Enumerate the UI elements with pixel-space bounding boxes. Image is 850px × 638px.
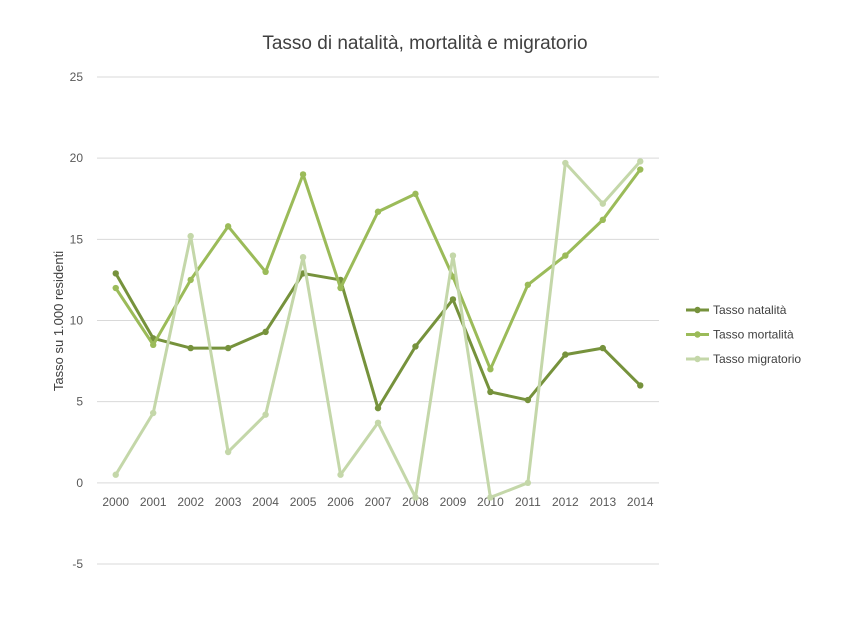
data-point	[562, 351, 569, 358]
data-point	[449, 296, 457, 303]
gridlines	[97, 76, 659, 565]
x-tick-label: 2014	[627, 495, 654, 509]
x-tick-label: 2002	[177, 495, 204, 509]
legend-item: Tasso natalità	[686, 303, 787, 317]
x-tick-label: 2004	[252, 495, 279, 509]
data-point	[187, 344, 194, 352]
data-point	[299, 253, 307, 261]
legend: Tasso natalità Tasso mortalità Tasso migra…	[686, 303, 801, 366]
data-point	[150, 341, 157, 349]
x-tick-label: 2003	[215, 495, 242, 509]
data-point	[637, 158, 644, 165]
series-line	[114, 271, 642, 410]
data-point	[524, 479, 532, 487]
x-tick-label: 2013	[589, 495, 616, 509]
y-tick-label: 10	[70, 314, 84, 328]
series-2	[112, 166, 644, 373]
x-tick-label: 2000	[102, 495, 129, 509]
data-point	[337, 284, 344, 292]
legend-label: Tasso mortalità	[713, 328, 794, 342]
data-point	[524, 281, 532, 288]
legend-marker	[694, 331, 701, 338]
data-point	[262, 268, 269, 275]
x-tick-label: 2012	[552, 495, 579, 509]
y-tick-label: 25	[70, 70, 84, 84]
data-point	[599, 200, 606, 207]
series-1	[112, 270, 644, 412]
data-point	[412, 494, 419, 501]
data-point	[599, 344, 606, 352]
legend-label: Tasso natalità	[713, 303, 787, 317]
x-axis-ticks: 2000 2001 2002 2003 2004 2005 2006 2007 2008 2009…	[102, 495, 654, 509]
x-tick-label: 2006	[327, 495, 354, 509]
data-point	[524, 396, 532, 404]
y-tick-label: 5	[76, 395, 83, 409]
data-point	[374, 404, 382, 412]
legend-marker	[694, 306, 701, 314]
x-tick-label: 2005	[290, 495, 317, 509]
x-tick-label: 2009	[440, 495, 467, 509]
data-point	[374, 208, 382, 215]
data-point	[187, 232, 194, 240]
data-point	[562, 252, 569, 259]
data-point	[187, 276, 194, 284]
data-point	[262, 328, 269, 336]
data-point	[224, 223, 232, 230]
data-point	[112, 270, 119, 277]
y-axis-label: Tasso su 1.000 residenti	[51, 251, 66, 391]
x-tick-label: 2008	[402, 495, 429, 509]
data-point	[562, 159, 569, 167]
x-tick-label: 2011	[515, 495, 541, 509]
data-point	[487, 366, 494, 373]
data-point	[337, 471, 344, 478]
data-point	[112, 471, 119, 478]
data-point	[150, 409, 157, 417]
legend-item: Tasso migratorio	[686, 352, 801, 366]
x-tick-label: 2010	[477, 495, 504, 509]
data-point	[224, 448, 232, 456]
series-lines	[112, 158, 644, 501]
series-3	[112, 158, 644, 501]
legend-item: Tasso mortalità	[686, 328, 794, 342]
chart-title: Tasso di natalità, mortalità e migratori…	[262, 33, 587, 54]
data-point	[637, 166, 644, 173]
data-point	[487, 494, 494, 501]
y-tick-label: 20	[70, 151, 84, 165]
data-point	[599, 216, 606, 224]
legend-marker	[694, 355, 701, 363]
data-point	[374, 419, 382, 426]
data-point	[449, 252, 457, 259]
data-point	[487, 388, 494, 396]
data-point	[412, 190, 419, 198]
data-point	[412, 343, 419, 350]
y-tick-label: 15	[70, 232, 84, 246]
x-tick-label: 2001	[140, 495, 167, 509]
data-point	[299, 171, 307, 178]
y-tick-label: -5	[72, 557, 83, 571]
data-point	[224, 344, 232, 352]
data-point	[112, 284, 119, 292]
legend-label: Tasso migratorio	[713, 352, 801, 366]
y-axis-ticks: -5 0 5 10 15 20 25	[70, 70, 84, 571]
y-tick-label: 0	[76, 476, 83, 490]
data-point	[262, 411, 269, 418]
data-point	[637, 382, 644, 389]
x-tick-label: 2007	[365, 495, 392, 509]
